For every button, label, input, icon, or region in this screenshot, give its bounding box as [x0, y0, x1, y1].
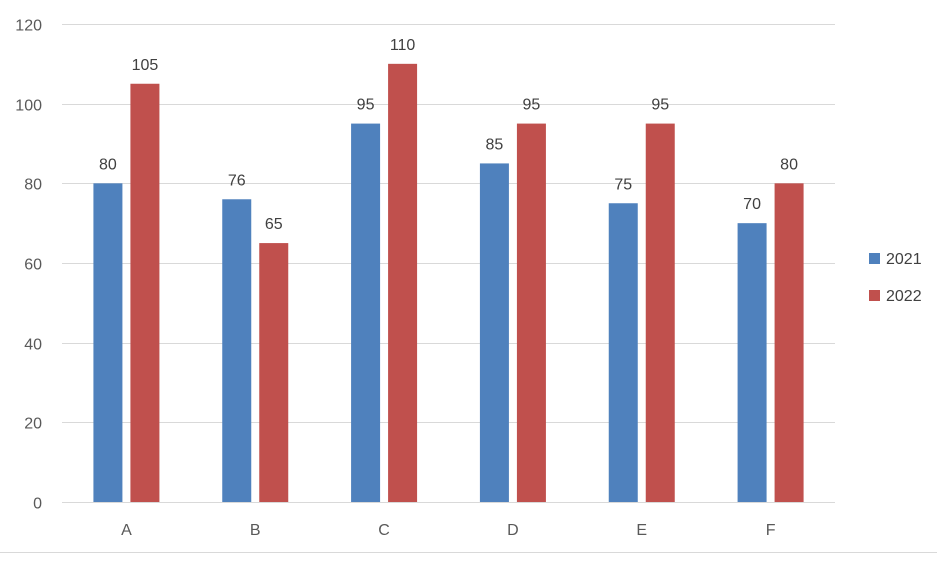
data-label: 65 — [265, 216, 283, 233]
legend-label-2022: 2022 — [886, 288, 922, 305]
bars — [93, 63, 804, 503]
y-tick-label: 20 — [24, 416, 42, 433]
legend-swatch-2021 — [869, 253, 880, 264]
x-tick-label: A — [121, 522, 132, 539]
y-tick-label: 120 — [15, 18, 42, 35]
data-label: 70 — [743, 196, 761, 213]
data-label: 75 — [614, 176, 632, 193]
x-tick-label: F — [766, 522, 776, 539]
legend: 2021 2022 — [869, 251, 922, 305]
bar-2021-E — [608, 203, 638, 502]
bar-2022-A — [130, 83, 160, 502]
y-axis-tick-labels: 0 20 40 60 80 100 120 — [15, 18, 42, 513]
bar-2021-B — [222, 199, 252, 502]
gridlines — [62, 24, 835, 503]
data-label: 105 — [132, 57, 159, 74]
data-label: 95 — [523, 97, 541, 114]
x-tick-label: C — [378, 522, 390, 539]
data-label: 110 — [390, 37, 416, 54]
bar-2021-D — [479, 163, 509, 502]
y-tick-label: 80 — [24, 177, 42, 194]
bar-2021-C — [351, 123, 381, 502]
data-label: 80 — [99, 156, 117, 173]
legend-label-2021: 2021 — [886, 251, 922, 268]
y-tick-label: 100 — [15, 98, 42, 115]
x-tick-label: D — [507, 522, 519, 539]
bar-2021-A — [93, 183, 123, 503]
x-axis-tick-labels: A B C D E F — [121, 522, 776, 539]
y-tick-label: 0 — [33, 496, 42, 513]
bar-2022-E — [645, 123, 675, 502]
data-label: 76 — [228, 172, 246, 189]
y-tick-label: 60 — [24, 257, 42, 274]
data-label: 80 — [780, 156, 798, 173]
bar-2022-F — [774, 183, 804, 503]
bar-2022-C — [388, 63, 418, 502]
bar-2022-D — [516, 123, 546, 502]
x-tick-label: B — [250, 522, 261, 539]
bar-2022-B — [259, 243, 289, 503]
legend-swatch-2022 — [869, 290, 880, 301]
bar-2021-F — [737, 223, 767, 502]
data-label: 95 — [651, 97, 669, 114]
x-tick-label: E — [636, 522, 647, 539]
data-labels: 80 105 76 65 95 110 85 95 75 95 70 80 — [99, 37, 798, 233]
data-label: 85 — [486, 136, 504, 153]
y-tick-label: 40 — [24, 337, 42, 354]
data-label: 95 — [357, 97, 375, 114]
